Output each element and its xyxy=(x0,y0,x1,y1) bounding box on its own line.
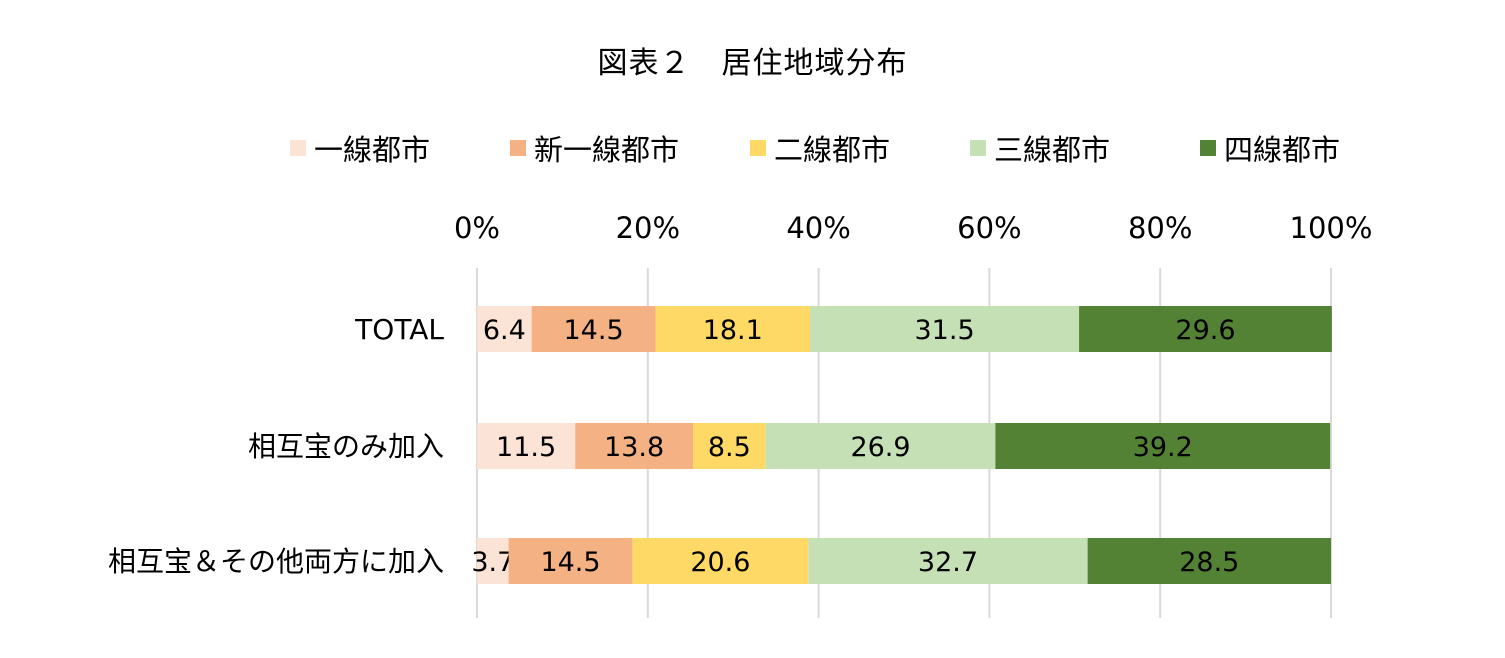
x-tick-label: 20% xyxy=(616,211,680,245)
data-label: 11.5 xyxy=(496,432,556,463)
legend-label: 二線都市 xyxy=(774,133,891,167)
legend-swatch xyxy=(1200,140,1216,156)
category-label: TOTAL xyxy=(354,313,444,346)
data-label: 13.8 xyxy=(604,432,664,463)
data-label: 28.5 xyxy=(1179,547,1239,578)
legend-label: 四線都市 xyxy=(1224,133,1341,167)
data-label: 14.5 xyxy=(540,547,600,578)
legend: 一線都市 新一線都市 二線都市 三線都市 四線都市 xyxy=(270,128,1390,168)
legend-swatch xyxy=(510,140,526,156)
data-label: 31.5 xyxy=(915,315,975,346)
data-label: 18.1 xyxy=(703,315,763,346)
chart-title: 図表２ 居住地域分布 xyxy=(597,46,908,81)
legend-label: 一線都市 xyxy=(314,133,431,167)
bar-segment xyxy=(655,306,811,352)
bar-segment xyxy=(1079,306,1332,352)
legend-item: 新一線都市 xyxy=(510,128,679,168)
bar-segment xyxy=(810,306,1080,352)
category-label: 相互宝＆その他両方に加入 xyxy=(108,545,444,578)
bar-segment xyxy=(1087,538,1331,584)
data-label: 8.5 xyxy=(708,432,751,463)
bar-segment xyxy=(531,306,656,352)
bar-segment xyxy=(995,423,1331,469)
legend-swatch xyxy=(750,140,766,156)
legend-item: 四線都市 xyxy=(1200,128,1340,168)
x-tick-label: 0% xyxy=(454,211,500,245)
legend-label: 三線都市 xyxy=(994,133,1111,167)
x-tick-label: 80% xyxy=(1128,211,1192,245)
legend-swatch xyxy=(970,140,986,156)
data-label: 39.2 xyxy=(1133,432,1193,463)
bar-segment xyxy=(808,538,1088,584)
legend-swatch xyxy=(290,140,306,156)
data-label: 26.9 xyxy=(850,432,910,463)
bar-segment xyxy=(477,538,509,584)
legend-item: 三線都市 xyxy=(970,128,1110,168)
bar-segment xyxy=(575,423,694,469)
category-label: 相互宝のみ加入 xyxy=(248,430,444,463)
data-label: 20.6 xyxy=(690,547,750,578)
bar-segment xyxy=(765,423,996,469)
bar-segment xyxy=(508,538,633,584)
bar-segment xyxy=(477,306,532,352)
data-label: 29.6 xyxy=(1175,315,1235,346)
x-tick-label: 100% xyxy=(1290,211,1373,245)
data-label: 3.7 xyxy=(471,547,514,578)
legend-label: 新一線都市 xyxy=(534,133,680,167)
data-label: 14.5 xyxy=(564,315,624,346)
x-tick-label: 60% xyxy=(957,211,1021,245)
bar-segment xyxy=(632,538,809,584)
data-label: 6.4 xyxy=(483,315,526,346)
x-tick-label: 40% xyxy=(786,211,850,245)
bar-segment xyxy=(693,423,766,469)
legend-item: 二線都市 xyxy=(750,128,890,168)
data-label: 32.7 xyxy=(918,547,978,578)
bar-segment xyxy=(477,423,576,469)
legend-item: 一線都市 xyxy=(290,128,430,168)
